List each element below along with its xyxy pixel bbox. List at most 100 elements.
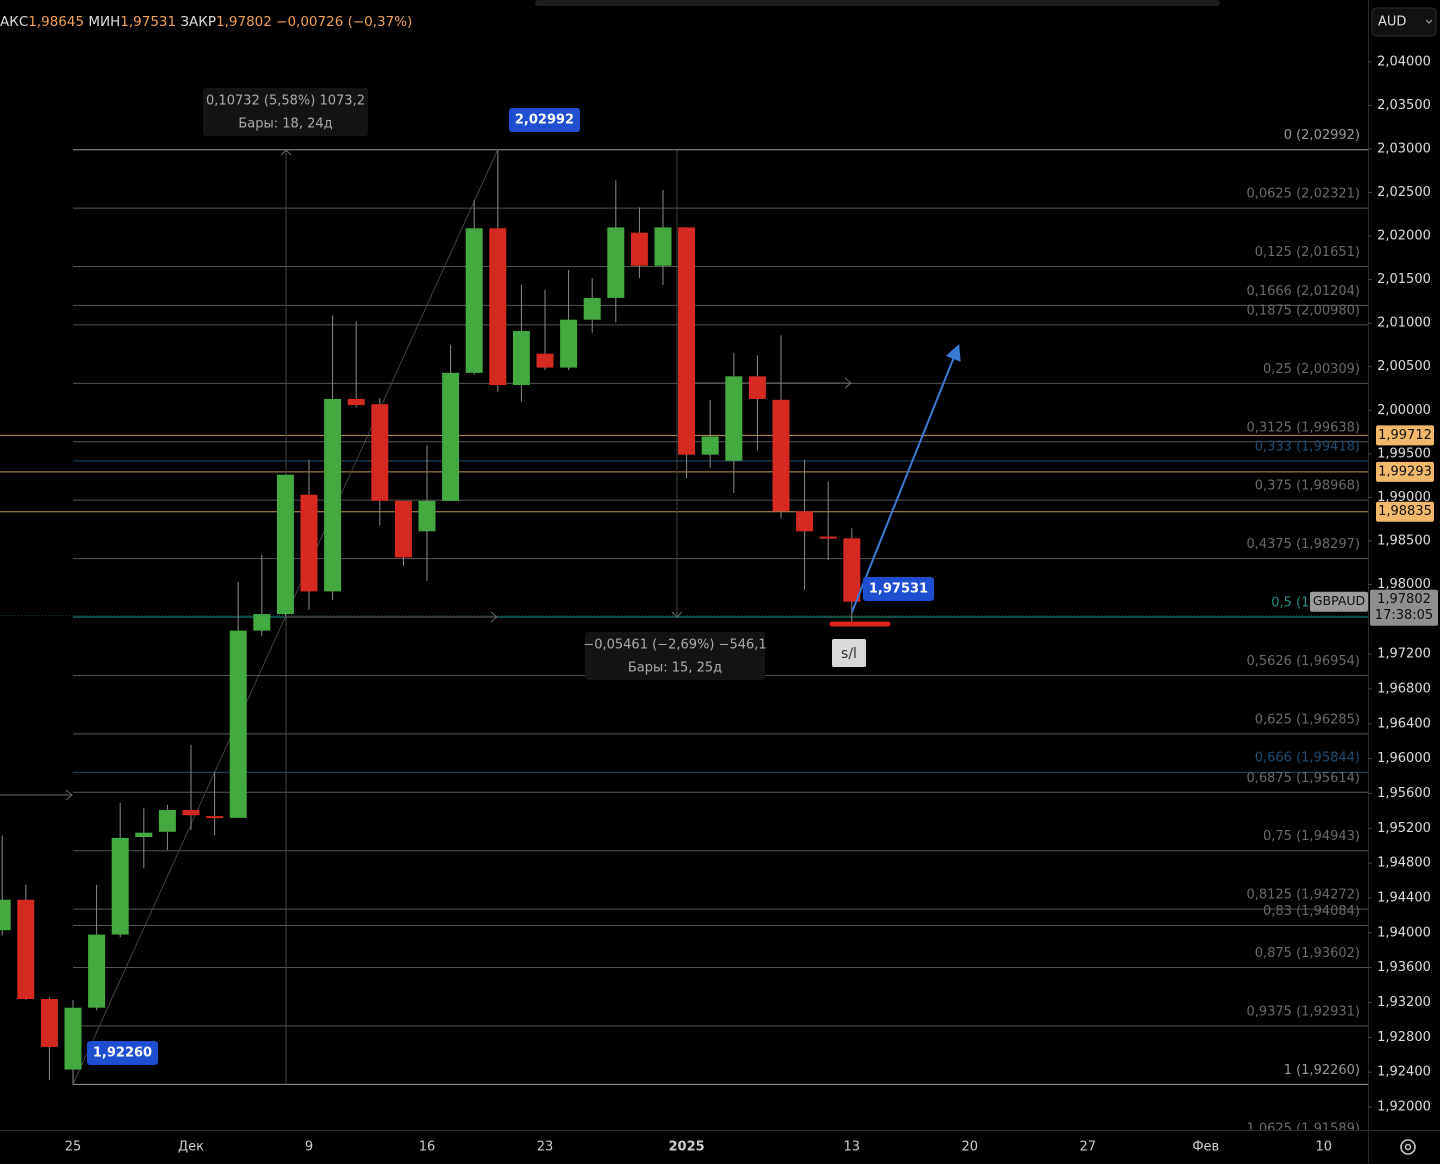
candle-body (583, 297, 601, 320)
fib-label: 0,83 (1,94084) (1263, 904, 1360, 919)
price-tag-label: 1,99712 (1378, 428, 1432, 443)
candle-body (300, 494, 318, 592)
x-tick-label: 20 (962, 1140, 979, 1155)
candle-body (607, 227, 625, 298)
header-label: ЗАКР (180, 14, 216, 30)
last-price-label: 1,97802 (1377, 592, 1431, 607)
candle-body (489, 228, 507, 386)
candle-body (182, 810, 200, 816)
y-tick-label: 1,99000 (1377, 490, 1431, 505)
fib-label: 0,8125 (1,94272) (1246, 888, 1360, 903)
candle-body (229, 630, 247, 818)
fib-label: 1 (1,92260) (1284, 1063, 1360, 1078)
settings-button[interactable] (1400, 1139, 1416, 1155)
price-label-box (509, 108, 580, 132)
price-tag (1376, 425, 1434, 446)
time-axis: 25 Дек 9 16 23 2025 13 20 27 Фев 10 (0, 1130, 1440, 1164)
candle-body (64, 1007, 82, 1070)
candle-body (796, 511, 814, 532)
price-label: 2,02992 (515, 113, 574, 128)
candle-body (206, 816, 224, 819)
currency-dropdown[interactable]: AUD (1371, 7, 1437, 37)
y-tick-label: 1,96000 (1377, 751, 1431, 766)
candle-body (678, 227, 696, 455)
y-tick-label: 1,98500 (1377, 533, 1431, 548)
price-tag (1376, 461, 1434, 482)
candle-body (418, 500, 436, 532)
price-label-box (863, 577, 934, 601)
y-tick-label: 2,00000 (1377, 403, 1431, 418)
measure-box (203, 88, 368, 136)
y-tick-label: 2,04000 (1377, 54, 1431, 69)
y-tick-label: 2,01000 (1377, 316, 1431, 331)
fib-label: 0,375 (1,98968) (1255, 479, 1360, 494)
y-tick-label: 1,92800 (1377, 1030, 1431, 1045)
y-tick-label: 1,95600 (1377, 786, 1431, 801)
candle-body (630, 232, 648, 266)
top-toolbar (535, 0, 1220, 6)
candle-body (654, 227, 672, 266)
y-tick-label: 1,94800 (1377, 856, 1431, 871)
x-tick-label: 23 (537, 1140, 554, 1155)
y-tick-label: 1,94400 (1377, 890, 1431, 905)
fib-label: 0,4375 (1,98297) (1246, 537, 1360, 552)
fib-label: 0,1875 (2,00980) (1246, 303, 1360, 318)
fib-label: 0,333 (1,99418) (1255, 439, 1360, 454)
candle-body (347, 398, 365, 406)
fib-label: 0,125 (2,01651) (1255, 245, 1360, 260)
x-tick-label: 13 (844, 1140, 861, 1155)
y-tick-label: 2,02500 (1377, 185, 1431, 200)
x-tick-label: 9 (305, 1140, 313, 1155)
candle-body (17, 899, 35, 1000)
fib-label: 0,625 (1,96285) (1255, 712, 1360, 727)
candle-body (276, 474, 294, 615)
candle-body (88, 934, 106, 1008)
y-tick-label: 1,94000 (1377, 925, 1431, 940)
y-tick-label: 1,92000 (1377, 1100, 1431, 1115)
y-tick-label: 2,00500 (1377, 359, 1431, 374)
projection-arrow (851, 344, 961, 613)
measure-box (585, 632, 765, 680)
candle-body (371, 404, 389, 501)
fib-label: 1,0625 (1,91589) (1246, 1121, 1360, 1136)
candle-body (748, 376, 766, 399)
price-label: 1,97531 (869, 582, 928, 597)
measure-text: Бары: 15, 25д (628, 661, 722, 676)
y-tick-label: 1,97200 (1377, 647, 1431, 662)
last-price-tag (1370, 589, 1438, 626)
fib-label: 0,9375 (1,92931) (1246, 1004, 1360, 1019)
header-label: МИН (88, 14, 120, 30)
header-value: 1,97802 (216, 14, 272, 30)
x-tick-label: 16 (419, 1140, 436, 1155)
currency-label: AUD (1378, 15, 1406, 30)
price-tag-label: 1,99293 (1378, 464, 1432, 479)
fib-label: 0,3125 (1,99638) (1246, 420, 1360, 435)
fib-label: 0,0625 (2,02321) (1246, 187, 1360, 202)
header-label: АКС (0, 14, 28, 30)
y-tick-label: 1,96800 (1377, 681, 1431, 696)
fib-label: 0,25 (2,00309) (1263, 362, 1360, 377)
x-tick-label: 10 (1316, 1140, 1333, 1155)
symbol-tag-label: GBPAUD (1313, 593, 1365, 608)
y-tick-label: 2,03000 (1377, 142, 1431, 157)
header-change: −0,00726 (−0,37%) (276, 14, 412, 30)
stop-loss-box (832, 639, 866, 667)
fib-label: 0,666 (1,95844) (1255, 751, 1360, 766)
candle-body (253, 614, 271, 631)
header-value: 1,97531 (120, 14, 176, 30)
price-tag (1376, 501, 1434, 522)
price-axis: 2,04000 2,03500 2,03000 2,02500 2,02000 2,015… (1368, 0, 1440, 1164)
candle-body (442, 372, 460, 501)
y-tick-label: 2,03500 (1377, 98, 1431, 113)
x-tick-label: 27 (1080, 1140, 1097, 1155)
x-tick-label: 25 (65, 1140, 82, 1155)
candle-body (560, 319, 578, 368)
x-tick-label: Фев (1192, 1140, 1219, 1155)
y-tick-label: 1,98000 (1377, 577, 1431, 592)
y-tick-label: 1,95200 (1377, 821, 1431, 836)
candle-body (725, 376, 743, 461)
candle-body (843, 538, 861, 602)
candle-body (135, 832, 153, 838)
